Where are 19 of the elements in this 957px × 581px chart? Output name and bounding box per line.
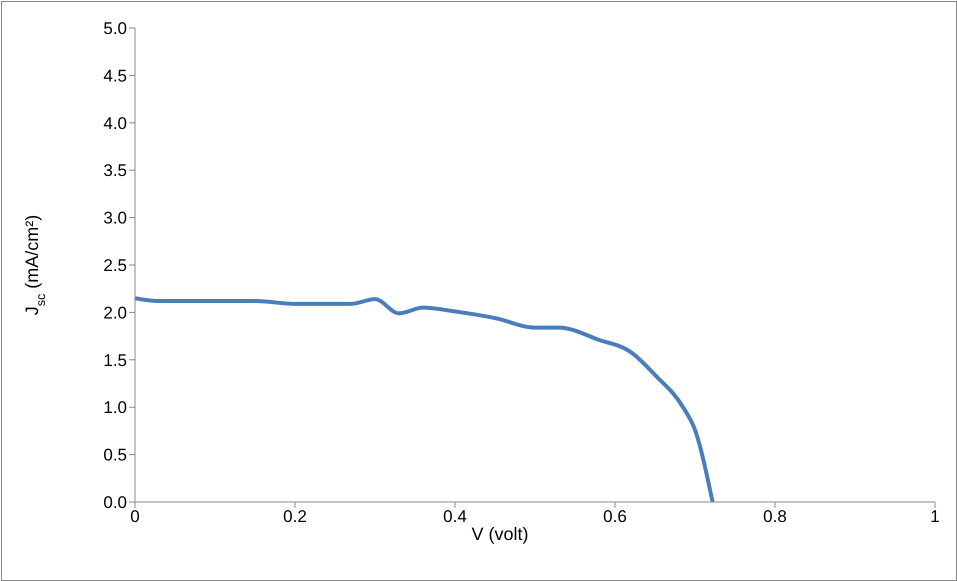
y-tick-label: 2.5: [103, 256, 127, 276]
x-tick-label: 0: [130, 507, 140, 526]
y-tick-label: 3.5: [103, 161, 127, 180]
y-tick-label: 1.0: [103, 398, 127, 418]
y-tick-label: 0.5: [103, 446, 127, 465]
x-tick-label: 1: [930, 507, 940, 526]
y-tick-label: 1.5: [103, 350, 127, 370]
y-tick-label: 0.0: [103, 493, 127, 512]
x-tick-label: 0.8: [763, 507, 787, 526]
y-tick-label: 4.0: [103, 114, 127, 133]
x-axis-title: V (volt): [471, 524, 529, 544]
y-tick-label: 2.0: [103, 303, 127, 322]
y-tick-label: 4.5: [103, 66, 127, 86]
y-tick-label: 5.0: [103, 19, 127, 38]
x-tick-label: 0.4: [443, 507, 467, 526]
x-tick-label: 0.6: [603, 507, 627, 526]
line-series: [135, 296, 715, 502]
x-tick-label: 0.2: [283, 507, 307, 526]
y-tick-label: 3.0: [103, 208, 127, 228]
